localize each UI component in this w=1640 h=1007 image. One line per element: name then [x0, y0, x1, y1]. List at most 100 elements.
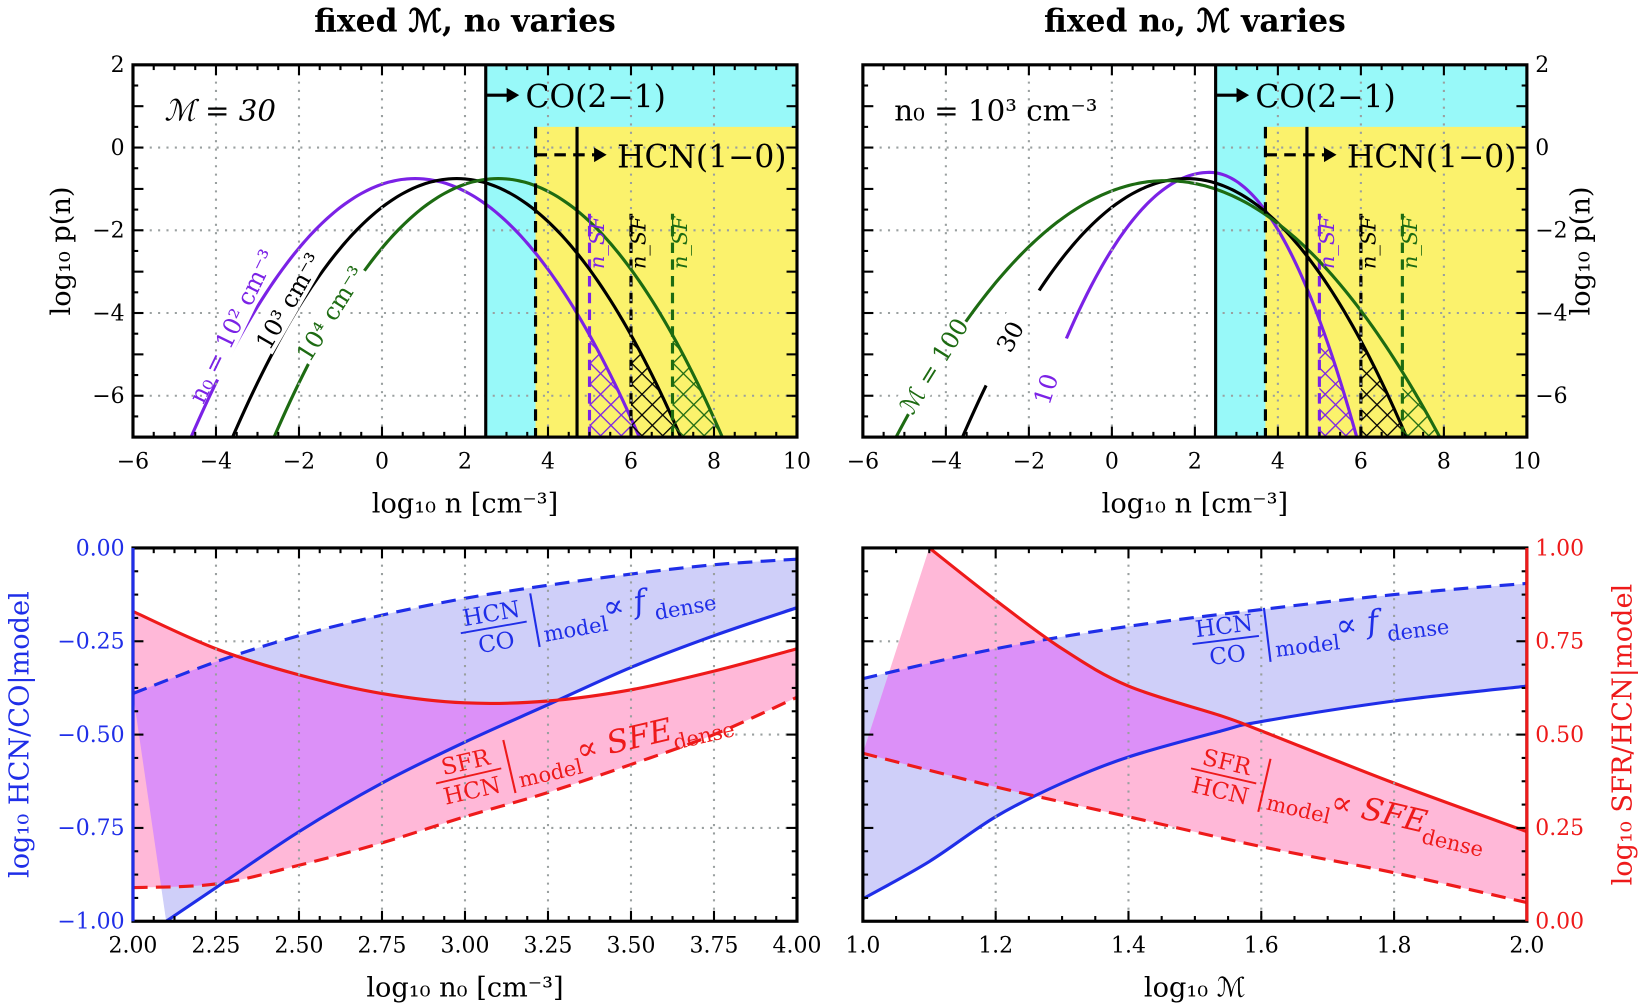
co-region-label: CO(2−1) — [525, 80, 665, 116]
y-tick-label: 0.50 — [1535, 723, 1584, 748]
band-upper-curve — [862, 581, 1527, 681]
evaluation-bar — [529, 593, 541, 648]
curve-label-bg — [892, 312, 974, 419]
x-tick-label: 2.00 — [109, 934, 158, 959]
fraction-bar — [435, 767, 502, 785]
y-tick-label: 0 — [1535, 136, 1549, 161]
label-denominator: CO — [476, 627, 516, 659]
shaded-region-1 — [535, 126, 797, 438]
x-tick-label: 2.50 — [275, 934, 324, 959]
curve-label-bg — [1015, 332, 1075, 438]
x-tick-label: −2 — [283, 449, 315, 474]
evaluation-bar — [1257, 758, 1272, 813]
evaluation-bar — [502, 739, 517, 794]
y-tick-label: 0.25 — [1535, 816, 1584, 841]
y-axis-label: log₁₀ p(n) — [1566, 186, 1597, 315]
y-tick-label: −2 — [1535, 219, 1567, 244]
y-tick-label: 0.75 — [1535, 630, 1584, 655]
label-denominator: CO — [1208, 641, 1247, 671]
y-axis-label: log₁₀ SFR/HCN|model — [1607, 584, 1638, 886]
x-tick-label: 10 — [1513, 449, 1541, 474]
y-tick-label: −4 — [1535, 301, 1567, 326]
y-tick-label: −0.75 — [57, 816, 124, 841]
n-sf-label: n_SF — [668, 215, 692, 269]
curve-label-bg — [289, 259, 371, 367]
y-tick-label: −6 — [1535, 384, 1567, 409]
y-tick-label: 0.00 — [1535, 910, 1584, 935]
x-tick-label: −6 — [117, 449, 149, 474]
y-tick-label: 0 — [111, 136, 125, 161]
x-tick-label: 3.75 — [690, 934, 739, 959]
x-tick-label: 10 — [783, 449, 811, 474]
fraction-bar — [1192, 634, 1260, 645]
band-lower-curve — [862, 684, 1527, 901]
x-tick-label: 4 — [1271, 449, 1285, 474]
x-axis-label: log₁₀ n₀ [cm⁻³] — [366, 973, 563, 1004]
x-tick-label: −4 — [930, 449, 962, 474]
y-tick-label: −2 — [92, 219, 124, 244]
x-tick-label: −2 — [1013, 449, 1045, 474]
panel-annotation: ℳ = 30 — [164, 93, 276, 127]
arrow-head-icon — [594, 147, 607, 163]
n-sf-label: n_SF — [627, 215, 651, 269]
x-tick-label: 3.25 — [524, 934, 573, 959]
arrow-head-icon — [1236, 87, 1250, 103]
band-lower-curve — [132, 695, 797, 890]
x-axis-label: log₁₀ ℳ — [1144, 973, 1246, 1004]
x-axis-label: log₁₀ n [cm⁻³] — [1102, 488, 1288, 519]
x-tick-label: 6 — [624, 449, 638, 474]
x-tick-label: 1.2 — [978, 934, 1013, 959]
y-axis-label: log₁₀ HCN/CO|model — [4, 591, 35, 878]
x-tick-label: 4.00 — [773, 934, 822, 959]
n-sf-label: n_SF — [1357, 215, 1381, 269]
band-lower-curve — [862, 751, 1527, 905]
y-axis-label: log₁₀ p(n) — [46, 186, 77, 315]
x-tick-label: −6 — [847, 449, 879, 474]
x-tick-label: 0 — [375, 449, 389, 474]
x-tick-label: 2.25 — [192, 934, 241, 959]
y-tick-label: −4 — [92, 301, 124, 326]
plot-area — [862, 547, 1527, 905]
x-tick-label: 0 — [1105, 449, 1119, 474]
x-tick-label: 2 — [458, 449, 472, 474]
y-tick-label: −0.25 — [57, 630, 124, 655]
band-upper-curve — [132, 609, 797, 705]
y-tick-label: 2 — [1535, 53, 1549, 78]
x-tick-label: 1.0 — [845, 934, 880, 959]
panel-annotation: n₀ = 10³ cm⁻³ — [894, 93, 1097, 127]
shaded-region-1 — [1265, 126, 1527, 438]
arrow-head-icon — [506, 87, 520, 103]
evaluation-bar — [1262, 607, 1272, 662]
pdf-curve — [894, 179, 1442, 438]
y-tick-label: −0.50 — [57, 723, 124, 748]
x-tick-label: 3.50 — [607, 934, 656, 959]
x-tick-label: 6 — [1354, 449, 1368, 474]
x-tick-label: 1.6 — [1244, 934, 1279, 959]
x-tick-label: 8 — [707, 449, 721, 474]
y-tick-label: 0.00 — [76, 536, 125, 561]
y-tick-label: −6 — [92, 384, 124, 409]
panel-title: fixed ℳ, n₀ varies — [314, 3, 616, 39]
y-tick-label: 1.00 — [1535, 536, 1584, 561]
plot-area — [862, 64, 1527, 438]
arrow-head-icon — [1323, 147, 1337, 163]
pdf-curve — [189, 177, 641, 438]
x-tick-label: 1.8 — [1377, 934, 1412, 959]
curve-label-bg — [248, 246, 327, 355]
pdf-curve — [1027, 170, 1359, 438]
x-tick-label: 3.00 — [441, 934, 490, 959]
co-region-label: CO(2−1) — [1255, 80, 1395, 116]
n-sf-label: n_SF — [1315, 215, 1339, 269]
n-sf-label: n_SF — [585, 215, 609, 269]
fraction-bar — [1190, 767, 1257, 785]
x-tick-label: −4 — [200, 449, 232, 474]
n-sf-label: n_SF — [1398, 215, 1422, 269]
panel-title: fixed n₀, ℳ varies — [1044, 3, 1346, 39]
plot-area — [132, 64, 797, 438]
y-tick-label: −1.00 — [57, 910, 124, 935]
fraction-bar — [460, 620, 527, 635]
x-tick-label: 8 — [1437, 449, 1451, 474]
x-axis-label: log₁₀ n [cm⁻³] — [372, 488, 558, 519]
